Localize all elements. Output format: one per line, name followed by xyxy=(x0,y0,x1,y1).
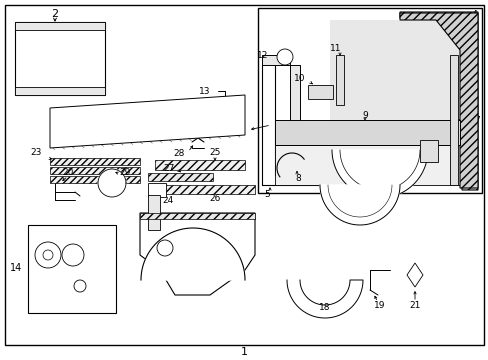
Text: 23: 23 xyxy=(31,148,42,157)
Polygon shape xyxy=(140,213,254,295)
Text: 3: 3 xyxy=(366,199,373,209)
Text: 8: 8 xyxy=(294,174,300,183)
Polygon shape xyxy=(406,263,422,287)
Text: 22: 22 xyxy=(274,121,285,130)
Text: 1: 1 xyxy=(240,347,247,357)
Text: 24: 24 xyxy=(162,195,173,204)
Bar xyxy=(15,87,105,95)
Text: 2: 2 xyxy=(51,9,59,19)
Polygon shape xyxy=(319,185,399,225)
Polygon shape xyxy=(329,20,459,185)
Circle shape xyxy=(35,242,61,268)
Text: 12: 12 xyxy=(256,50,267,59)
Text: 29: 29 xyxy=(119,167,130,176)
Text: 16: 16 xyxy=(66,230,78,239)
Bar xyxy=(50,167,140,174)
Text: 17: 17 xyxy=(46,230,58,239)
Polygon shape xyxy=(286,280,362,318)
Text: 13: 13 xyxy=(199,86,210,95)
Polygon shape xyxy=(274,120,459,145)
Bar xyxy=(419,140,437,162)
Bar xyxy=(155,160,244,170)
Text: 30: 30 xyxy=(157,184,168,193)
Text: 10: 10 xyxy=(293,73,305,82)
Text: 9: 9 xyxy=(362,111,367,120)
Text: 5: 5 xyxy=(264,190,269,199)
Circle shape xyxy=(276,49,292,65)
Bar xyxy=(148,173,213,181)
Text: 18: 18 xyxy=(319,303,330,312)
Text: 7: 7 xyxy=(473,116,479,125)
Text: 20: 20 xyxy=(62,167,74,176)
Bar xyxy=(449,55,457,185)
Polygon shape xyxy=(141,228,244,280)
Polygon shape xyxy=(399,12,477,190)
Bar xyxy=(335,55,343,105)
Bar xyxy=(148,183,165,197)
Circle shape xyxy=(43,250,53,260)
Circle shape xyxy=(157,240,173,256)
Bar xyxy=(307,85,332,99)
Bar xyxy=(148,195,160,230)
Polygon shape xyxy=(98,169,126,197)
Bar xyxy=(155,185,254,194)
Polygon shape xyxy=(274,145,459,185)
Text: 6: 6 xyxy=(416,127,422,136)
Bar xyxy=(258,8,481,193)
Polygon shape xyxy=(331,150,427,198)
Circle shape xyxy=(62,244,84,266)
Text: 27: 27 xyxy=(163,163,175,172)
Bar xyxy=(50,176,140,183)
Text: 14: 14 xyxy=(10,263,22,273)
Polygon shape xyxy=(399,13,477,188)
Polygon shape xyxy=(262,55,329,185)
Text: 26: 26 xyxy=(209,194,220,202)
Text: 25: 25 xyxy=(209,148,220,157)
Bar xyxy=(15,22,105,30)
Text: 11: 11 xyxy=(329,44,341,53)
Text: 12: 12 xyxy=(439,127,450,136)
Circle shape xyxy=(74,280,86,292)
Text: 19: 19 xyxy=(373,301,385,310)
Bar xyxy=(140,213,254,219)
Bar xyxy=(15,22,105,95)
Polygon shape xyxy=(50,95,244,148)
Text: 21: 21 xyxy=(408,301,420,310)
Bar xyxy=(50,158,140,165)
Text: 4: 4 xyxy=(471,10,477,20)
Text: 28: 28 xyxy=(173,149,184,158)
Text: 15: 15 xyxy=(52,280,63,289)
Bar xyxy=(28,225,116,313)
